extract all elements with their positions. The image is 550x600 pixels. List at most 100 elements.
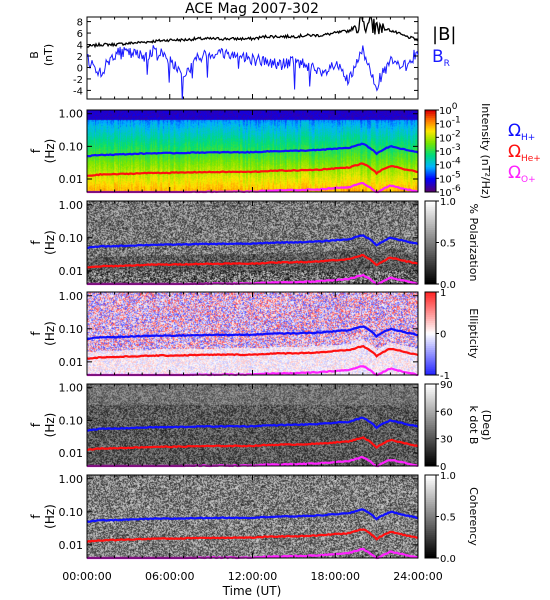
colorbar-swatch [425, 522, 436, 526]
colorbar-swatch [425, 240, 436, 243]
colorbar-swatch [425, 422, 436, 426]
colorbar-swatch [425, 221, 436, 225]
colorbar-swatch [425, 549, 436, 553]
colorbar-swatch [425, 321, 436, 324]
colorbar-swatch [425, 451, 436, 455]
colorbar-swatch [425, 477, 436, 480]
colorbar-tick-label: 10-3 [439, 143, 461, 158]
h-gyro-line [86, 508, 419, 523]
colorbar-swatch [425, 298, 436, 301]
colorbar-swatch [425, 279, 436, 283]
colorbar-tick-label: 0 [440, 462, 446, 473]
colorbar-swatch [425, 179, 436, 183]
colorbar-swatch [425, 429, 436, 432]
xtick-label: 06:00:00 [145, 570, 194, 583]
colorbar-swatch [425, 161, 436, 164]
colorbar-swatch [425, 479, 436, 482]
colorbar-swatch [425, 140, 436, 144]
colorbar-swatch [425, 259, 436, 262]
colorbar-swatch [425, 418, 436, 422]
colorbar-swatch [425, 308, 436, 312]
panel-ellipticity: 1.00 0.10 0.01 f (Hz) 1 0 -1 Ellipticity [29, 288, 480, 382]
ytick-label: 1.00 [59, 382, 84, 395]
colorbar-swatch [425, 497, 436, 501]
colorbar-swatch [425, 310, 436, 314]
colorbar-swatch [425, 177, 436, 181]
colorbar-swatch [425, 402, 436, 405]
colorbar-swatch [425, 248, 436, 252]
colorbar-swatch [425, 499, 436, 503]
colorbar-label: Intensity (nT²/Hz) [479, 103, 492, 199]
colorbar-swatch [425, 230, 436, 233]
colorbar-swatch [425, 148, 436, 152]
colorbar: 1.0 0.5 0.0 Coherency [424, 471, 480, 565]
colorbar-swatch [425, 327, 436, 330]
colorbar-swatch [425, 487, 436, 491]
colorbar-swatch [425, 144, 436, 148]
colorbar-swatch [425, 263, 436, 266]
colorbar-swatch [425, 386, 436, 389]
colorbar-swatch [425, 126, 436, 129]
colorbar-swatch [425, 555, 436, 559]
colorbar-swatch [425, 236, 436, 239]
colorbar-swatch [425, 553, 436, 557]
he-gyro-line [86, 345, 419, 360]
b-ytick-label: 6 [77, 29, 83, 40]
colorbar-swatch [425, 491, 436, 495]
colorbar-swatch [425, 171, 436, 175]
colorbar-swatch [425, 273, 436, 277]
colorbar-swatch [425, 414, 436, 418]
colorbar-swatch [425, 392, 436, 395]
colorbar-swatch [425, 234, 436, 237]
colorbar-swatch [425, 165, 436, 168]
colorbar-swatch [425, 341, 436, 345]
colorbar-tick-label: 10-1 [439, 116, 461, 131]
colorbar-swatch [425, 112, 436, 115]
colorbar-swatch [425, 114, 436, 117]
panel-intensity: 1.000.100.01f (Hz)10010-110-210-310-410-5… [29, 102, 541, 199]
colorbar-swatch [425, 352, 436, 355]
colorbar-swatch [425, 356, 436, 359]
yunit: (Hz) [43, 504, 57, 529]
colorbar-swatch [425, 372, 436, 376]
b-ylabel: B [28, 51, 41, 59]
he-gyro-line [86, 436, 419, 452]
colorbar-swatch [425, 277, 436, 281]
colorbar-swatch [425, 516, 436, 520]
colorbar-swatch [425, 333, 436, 337]
colorbar-swatch [425, 535, 436, 538]
colorbar-swatch [425, 489, 436, 493]
colorbar-swatch [425, 181, 436, 185]
colorbar-swatch [425, 362, 436, 366]
colorbar-swatch [425, 132, 436, 136]
ytick-label: 1.00 [59, 290, 84, 303]
colorbar-swatch [425, 533, 436, 536]
colorbar-swatch [425, 396, 436, 399]
ylabel: f [29, 422, 43, 427]
colorbar-swatch [425, 213, 436, 217]
colorbar: 1 0 -1 Ellipticity [424, 288, 480, 382]
colorbar-swatch [425, 271, 436, 275]
colorbar-swatch [425, 412, 436, 416]
colorbar-swatch [425, 404, 436, 408]
colorbar-swatch [425, 167, 436, 170]
b-radial-line [87, 45, 418, 99]
legend-b-radial: BR [432, 47, 450, 69]
colorbar-swatch [425, 292, 436, 295]
colorbar-label: Ellipticity [467, 308, 480, 359]
chart-title: ACE Mag 2007-302 [185, 1, 319, 17]
colorbar-swatch [425, 437, 436, 440]
colorbar-tick-label-sub: -1 [452, 116, 461, 126]
colorbar-swatch [425, 384, 436, 387]
yunit: (Hz) [43, 230, 57, 255]
colorbar-tick-label: 0.5 [440, 513, 456, 524]
yunit: (Hz) [43, 139, 57, 164]
colorbar-swatch [425, 443, 436, 446]
colorbar-swatch [425, 252, 436, 256]
colorbar-swatch [425, 142, 436, 146]
b-ytick-label: 0 [77, 63, 83, 74]
colorbar-swatch [425, 364, 436, 368]
colorbar-tick-label: 0.5 [440, 239, 456, 250]
colorbar-swatch [425, 398, 436, 401]
